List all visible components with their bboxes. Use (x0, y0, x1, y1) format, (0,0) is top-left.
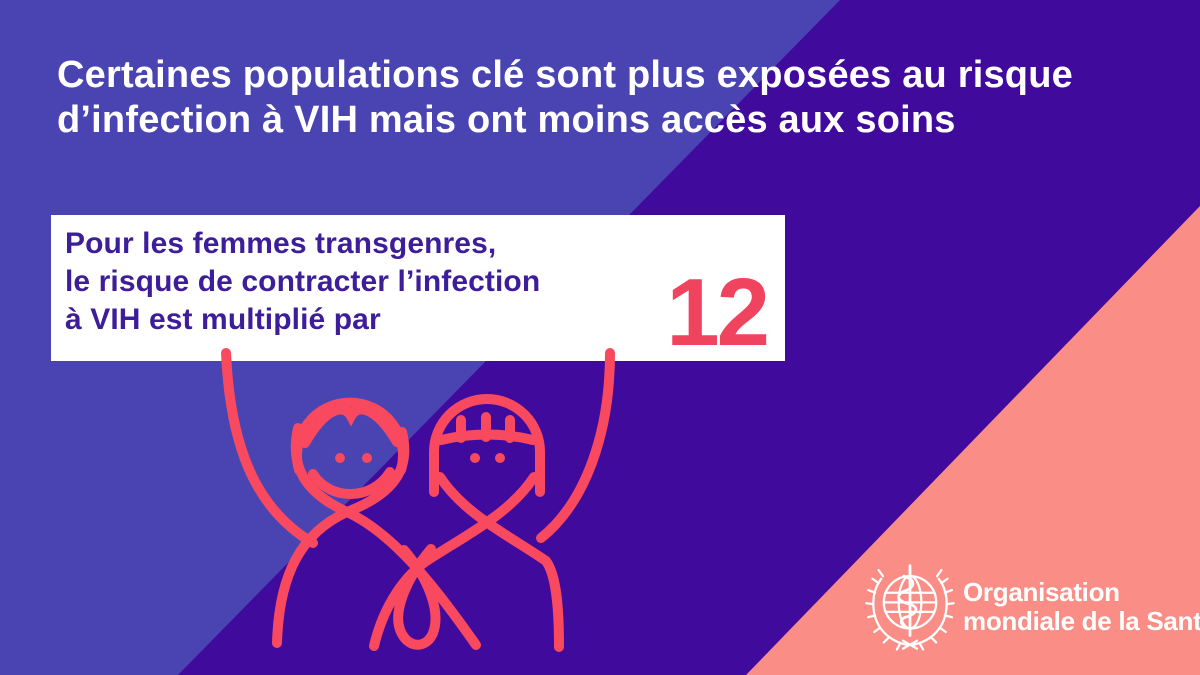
who-logo-text: Organisation mondiale de la Santé (963, 578, 1200, 636)
left-figure-hair-part (300, 404, 402, 448)
who-logo-line1: Organisation (963, 577, 1120, 607)
headline-line2: d’infection à VIH mais ont moins accès a… (57, 99, 956, 141)
left-figure-eye-right (362, 453, 372, 463)
headline: Certaines populations clé sont plus expo… (57, 53, 1073, 143)
who-logo: Organisation mondiale de la Santé (862, 560, 1200, 660)
who-logo-line2: mondiale de la Santé (963, 606, 1200, 636)
stat-value: 12 (666, 259, 770, 366)
stat-box-line1: Pour les femmes transgenres, (65, 227, 497, 260)
left-figure-head (292, 397, 408, 475)
stat-box-line3: à VIH est multiplié par (65, 303, 381, 336)
stat-box: Pour les femmes transgenres, le risque d… (51, 215, 785, 361)
stat-box-line2: le risque de contracter l’infection (65, 265, 541, 298)
left-figure-arm (221, 348, 318, 548)
stat-box-text: Pour les femmes transgenres, le risque d… (65, 225, 540, 339)
left-figure-eye-left (335, 453, 345, 463)
who-emblem-icon (865, 564, 955, 651)
headline-line1: Certaines populations clé sont plus expo… (57, 54, 1073, 96)
